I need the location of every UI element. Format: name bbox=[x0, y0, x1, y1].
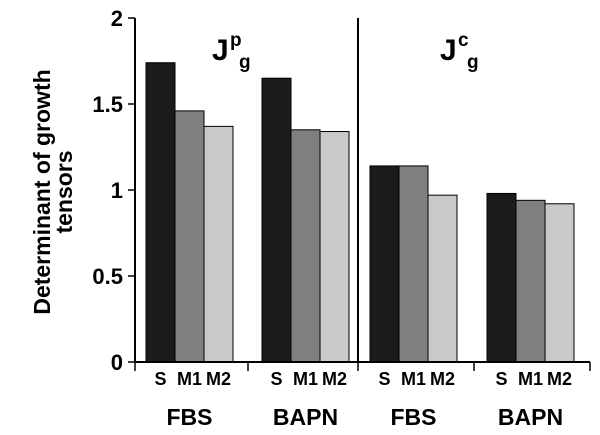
bar-m1 bbox=[398, 165, 429, 363]
bar-m2 bbox=[319, 131, 350, 363]
y-tick-label: 1 bbox=[111, 178, 123, 203]
group-labels: FBS BAPN FBS BAPN bbox=[167, 404, 564, 430]
bar-m1 bbox=[290, 129, 321, 363]
group-label: FBS bbox=[391, 404, 437, 430]
bar-category-label: M1 bbox=[518, 369, 543, 389]
y-axis-label-line-1: Determinant of growth bbox=[29, 69, 55, 314]
y-tick-label: 0 bbox=[111, 350, 123, 375]
bar-s bbox=[145, 62, 176, 363]
bar-labels: S M1 M2 S M1 M2 S M1 M2 S M1 M2 bbox=[154, 369, 572, 389]
bar-category-label: M2 bbox=[206, 369, 231, 389]
bar-category-label: M1 bbox=[401, 369, 426, 389]
panel-title-subscript: g bbox=[467, 52, 479, 73]
bar-category-label: M2 bbox=[322, 369, 347, 389]
axes bbox=[134, 18, 591, 371]
bar-m1 bbox=[174, 110, 205, 363]
y-axis-label-line-2: tensors bbox=[51, 150, 77, 233]
bar-s bbox=[486, 192, 517, 363]
bar-category-label: M2 bbox=[547, 369, 572, 389]
bar-category-label: S bbox=[154, 369, 166, 389]
y-tick-label: 0.5 bbox=[92, 264, 123, 289]
group-label: BAPN bbox=[498, 404, 563, 430]
group-label: BAPN bbox=[273, 404, 338, 430]
group-label: FBS bbox=[167, 404, 213, 430]
bar-category-label: S bbox=[495, 369, 507, 389]
bar-m1 bbox=[515, 199, 546, 363]
panel-title-main: J bbox=[212, 34, 229, 67]
bar-m2 bbox=[203, 125, 234, 363]
bar-category-label: S bbox=[378, 369, 390, 389]
bar-m2 bbox=[427, 194, 458, 363]
bar-m2 bbox=[544, 203, 575, 363]
y-axis-label: Determinant of growth tensors bbox=[29, 69, 77, 314]
panel-title-superscript: p bbox=[230, 30, 242, 51]
bar-category-label: S bbox=[270, 369, 282, 389]
bar-s bbox=[369, 165, 400, 363]
bar-category-label: M1 bbox=[293, 369, 318, 389]
y-tick-label: 2 bbox=[111, 6, 123, 31]
bar-s bbox=[261, 77, 292, 363]
bar-category-label: M2 bbox=[430, 369, 455, 389]
panel-title-subscript: g bbox=[239, 52, 251, 73]
bar-category-label: M1 bbox=[177, 369, 202, 389]
y-tick-label: 1.5 bbox=[92, 92, 123, 117]
panel-title-main: J bbox=[440, 34, 457, 67]
panel-title-superscript: c bbox=[458, 30, 469, 51]
bars bbox=[145, 62, 575, 363]
y-axis-ticks: 0 0.5 1 1.5 2 bbox=[92, 6, 135, 375]
